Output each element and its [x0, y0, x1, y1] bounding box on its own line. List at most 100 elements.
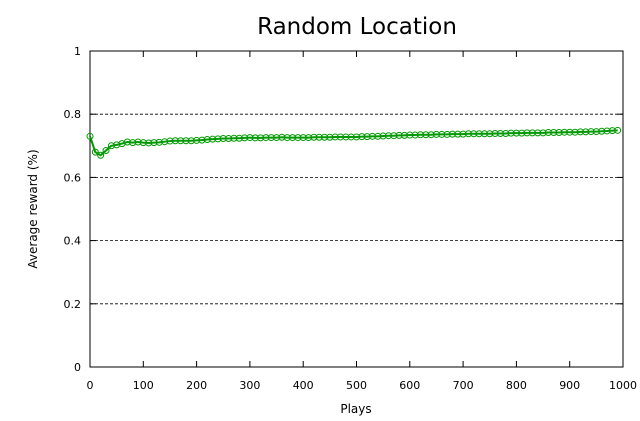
- x-axis-label: Plays: [340, 402, 371, 416]
- data-point: [257, 134, 265, 142]
- data-point: [219, 135, 227, 143]
- data-point: [193, 136, 201, 144]
- data-point: [427, 131, 435, 139]
- data-point: [416, 131, 424, 139]
- data-point: [198, 136, 206, 144]
- y-tick-label: 0.8: [64, 108, 82, 121]
- data-point: [507, 129, 515, 137]
- y-tick-label: 1: [74, 45, 81, 58]
- data-point: [289, 134, 297, 142]
- data-point: [395, 131, 403, 139]
- data-point: [454, 130, 462, 138]
- y-axis-ticks: 0 0.2 0.4 0.6 0.8 1: [64, 45, 623, 374]
- data-point: [129, 139, 137, 147]
- x-tick-label: 0: [87, 379, 94, 392]
- series-line: [89, 129, 618, 157]
- y-tick-label: 0.6: [64, 171, 82, 184]
- data-point: [358, 133, 366, 141]
- data-point: [523, 129, 531, 137]
- data-point: [86, 132, 94, 140]
- data-point: [475, 130, 483, 138]
- x-tick-label: 700: [453, 379, 474, 392]
- data-point: [209, 135, 217, 143]
- data-point: [283, 134, 291, 142]
- y-tick-label: 0.4: [64, 235, 82, 248]
- data-point: [374, 132, 382, 140]
- data-point: [592, 128, 600, 136]
- data-point: [528, 129, 536, 137]
- data-point: [267, 134, 275, 142]
- data-point: [560, 128, 568, 136]
- data-point: [123, 138, 131, 146]
- data-point: [262, 134, 270, 142]
- data-point: [353, 133, 360, 141]
- y-tick-label: 0: [74, 361, 81, 374]
- x-tick-label: 500: [346, 379, 367, 392]
- data-point: [608, 127, 616, 135]
- data-point: [491, 129, 499, 137]
- data-point: [571, 128, 579, 136]
- data-point: [166, 137, 174, 145]
- data-point: [155, 138, 163, 146]
- data-point: [347, 133, 355, 141]
- grid-lines: [90, 113, 623, 305]
- data-point: [278, 133, 286, 141]
- data-point: [230, 134, 238, 142]
- data-point: [464, 130, 472, 138]
- data-point: [97, 151, 105, 159]
- data-point: [150, 139, 158, 147]
- data-point: [384, 132, 392, 140]
- data-point: [566, 128, 574, 136]
- data-point: [161, 138, 169, 146]
- data-point: [299, 134, 307, 142]
- data-point: [368, 132, 376, 140]
- x-tick-label: 100: [133, 379, 154, 392]
- data-point: [171, 137, 179, 145]
- data-point: [470, 130, 478, 138]
- data-point: [379, 132, 387, 140]
- data-point: [534, 129, 542, 137]
- data-point: [390, 132, 398, 140]
- data-point: [134, 138, 142, 146]
- data-point: [411, 131, 419, 139]
- x-tick-label: 200: [186, 379, 207, 392]
- data-point: [203, 135, 211, 143]
- data-point: [214, 135, 222, 143]
- data-point: [406, 131, 414, 139]
- data-point: [459, 130, 467, 138]
- data-point: [603, 127, 611, 135]
- data-point: [145, 139, 153, 147]
- data-point: [432, 130, 440, 138]
- data-point: [139, 139, 147, 147]
- chart-title: Random Location: [257, 14, 457, 40]
- data-point: [480, 130, 488, 138]
- data-point: [512, 129, 520, 137]
- data-point: [550, 129, 558, 137]
- data-point: [326, 133, 334, 141]
- data-point: [587, 128, 595, 136]
- data-point: [315, 133, 323, 141]
- data-point: [273, 134, 281, 142]
- data-point: [246, 134, 254, 142]
- x-tick-label: 800: [506, 379, 527, 392]
- data-point: [614, 126, 622, 134]
- data-point: [177, 137, 185, 145]
- data-point: [310, 133, 318, 141]
- data-point: [363, 133, 371, 141]
- data-point: [443, 130, 451, 138]
- series-layer: [86, 126, 622, 159]
- data-point: [337, 133, 345, 141]
- x-tick-label: 1000: [609, 379, 637, 392]
- data-point: [582, 128, 590, 136]
- data-point: [91, 148, 99, 156]
- y-tick-label: 0.2: [64, 298, 82, 311]
- data-point: [251, 134, 259, 142]
- data-point: [502, 129, 510, 137]
- y-axis-label: Average reward (%): [26, 149, 40, 268]
- data-point: [187, 137, 195, 145]
- x-tick-label: 600: [399, 379, 420, 392]
- data-point: [496, 129, 504, 137]
- data-point: [321, 133, 329, 141]
- data-point: [598, 127, 606, 135]
